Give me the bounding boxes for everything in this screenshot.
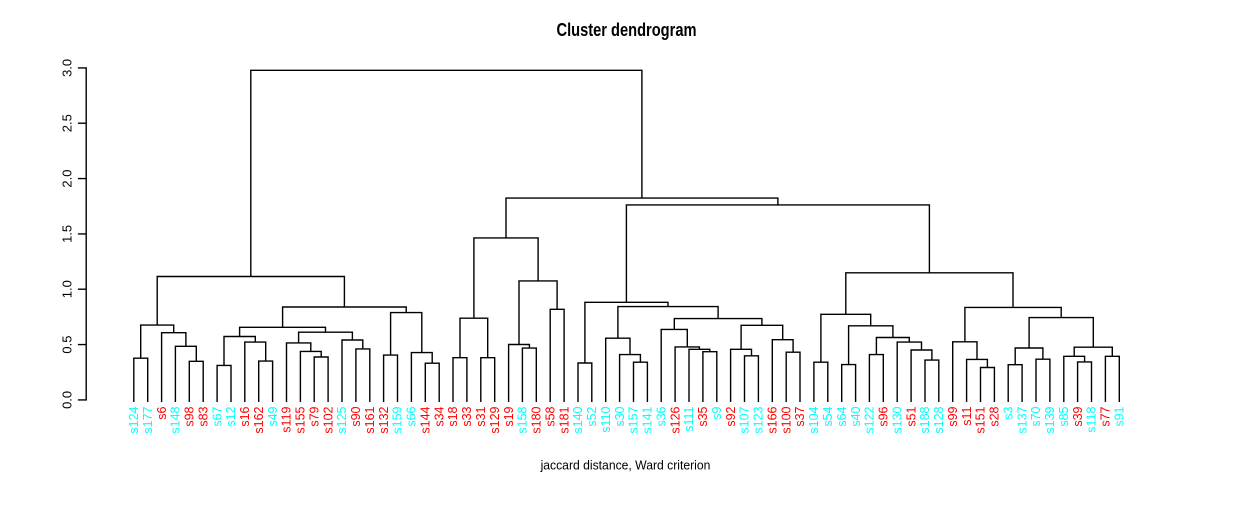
svg-text:s33: s33 (460, 406, 474, 426)
svg-text:s58: s58 (543, 406, 557, 426)
svg-text:s34: s34 (432, 406, 446, 426)
svg-text:s126: s126 (668, 406, 682, 433)
svg-text:s144: s144 (419, 406, 433, 433)
svg-text:s111: s111 (682, 406, 696, 431)
svg-text:s11: s11 (960, 406, 974, 425)
svg-text:s118: s118 (1085, 406, 1099, 432)
svg-text:2.0: 2.0 (59, 170, 74, 188)
svg-text:s125: s125 (335, 406, 349, 433)
svg-text:3.0: 3.0 (59, 59, 74, 77)
svg-text:s98: s98 (183, 406, 197, 426)
svg-text:s67: s67 (210, 406, 224, 426)
svg-text:s54: s54 (821, 406, 835, 426)
svg-text:s40: s40 (849, 406, 863, 426)
svg-text:0.5: 0.5 (59, 336, 74, 354)
svg-text:s77: s77 (1099, 406, 1113, 426)
svg-text:Cluster dendrogram: Cluster dendrogram (556, 19, 696, 40)
svg-text:s107: s107 (738, 406, 752, 433)
svg-text:s155: s155 (294, 406, 308, 433)
svg-text:s99: s99 (946, 406, 960, 426)
svg-text:s177: s177 (141, 406, 155, 433)
svg-text:s137: s137 (1015, 406, 1029, 433)
svg-text:s162: s162 (252, 406, 266, 433)
svg-text:s128: s128 (932, 406, 946, 433)
svg-text:2.5: 2.5 (59, 114, 74, 132)
svg-text:s91: s91 (1113, 406, 1127, 426)
svg-text:s140: s140 (571, 406, 585, 433)
svg-text:s28: s28 (988, 406, 1002, 426)
svg-text:s66: s66 (405, 406, 419, 426)
svg-text:1.5: 1.5 (59, 225, 74, 243)
svg-text:s119: s119 (280, 406, 294, 432)
svg-text:1.0: 1.0 (59, 280, 74, 298)
svg-text:s110: s110 (599, 406, 613, 432)
svg-text:s49: s49 (266, 406, 280, 426)
svg-text:s100: s100 (779, 406, 793, 433)
svg-text:s6: s6 (155, 406, 169, 419)
svg-text:s130: s130 (890, 406, 904, 433)
svg-text:s123: s123 (752, 406, 766, 433)
svg-text:s124: s124 (127, 406, 141, 433)
svg-text:s85: s85 (1057, 406, 1071, 426)
svg-text:s36: s36 (654, 406, 668, 426)
svg-text:s51: s51 (904, 406, 918, 426)
svg-text:s158: s158 (516, 406, 530, 433)
svg-text:s3: s3 (1001, 406, 1015, 419)
svg-text:s9: s9 (710, 406, 724, 419)
svg-text:s96: s96 (877, 406, 891, 426)
svg-text:s159: s159 (391, 406, 405, 433)
svg-text:s83: s83 (196, 406, 210, 426)
svg-text:s90: s90 (349, 406, 363, 426)
svg-text:jaccard distance, Ward criteri: jaccard distance, Ward criterion (540, 458, 711, 472)
svg-text:s129: s129 (488, 406, 502, 433)
svg-text:s141: s141 (641, 406, 655, 433)
svg-text:0.0: 0.0 (59, 391, 74, 409)
svg-text:s148: s148 (169, 406, 183, 433)
svg-text:s79: s79 (307, 406, 321, 426)
svg-text:s19: s19 (502, 406, 516, 426)
svg-text:s16: s16 (238, 406, 252, 426)
svg-text:s12: s12 (224, 406, 238, 426)
svg-text:s139: s139 (1043, 406, 1057, 433)
svg-text:s18: s18 (446, 406, 460, 426)
svg-text:s181: s181 (557, 406, 571, 433)
svg-text:s188: s188 (918, 406, 932, 433)
svg-text:s104: s104 (807, 406, 821, 433)
svg-text:s30: s30 (613, 406, 627, 426)
svg-text:s102: s102 (321, 406, 335, 433)
svg-text:s122: s122 (863, 406, 877, 433)
svg-text:s132: s132 (377, 406, 391, 433)
svg-text:s64: s64 (835, 406, 849, 426)
svg-text:s180: s180 (530, 406, 544, 433)
svg-text:s166: s166 (766, 406, 780, 433)
svg-text:s39: s39 (1071, 406, 1085, 426)
svg-text:s35: s35 (696, 406, 710, 426)
svg-text:s157: s157 (627, 406, 641, 433)
svg-text:s70: s70 (1029, 406, 1043, 426)
svg-text:s52: s52 (585, 406, 599, 426)
svg-text:s92: s92 (724, 406, 738, 426)
svg-text:s161: s161 (363, 406, 377, 433)
svg-text:s151: s151 (974, 406, 988, 433)
svg-text:s37: s37 (793, 406, 807, 426)
svg-text:s31: s31 (474, 406, 488, 426)
